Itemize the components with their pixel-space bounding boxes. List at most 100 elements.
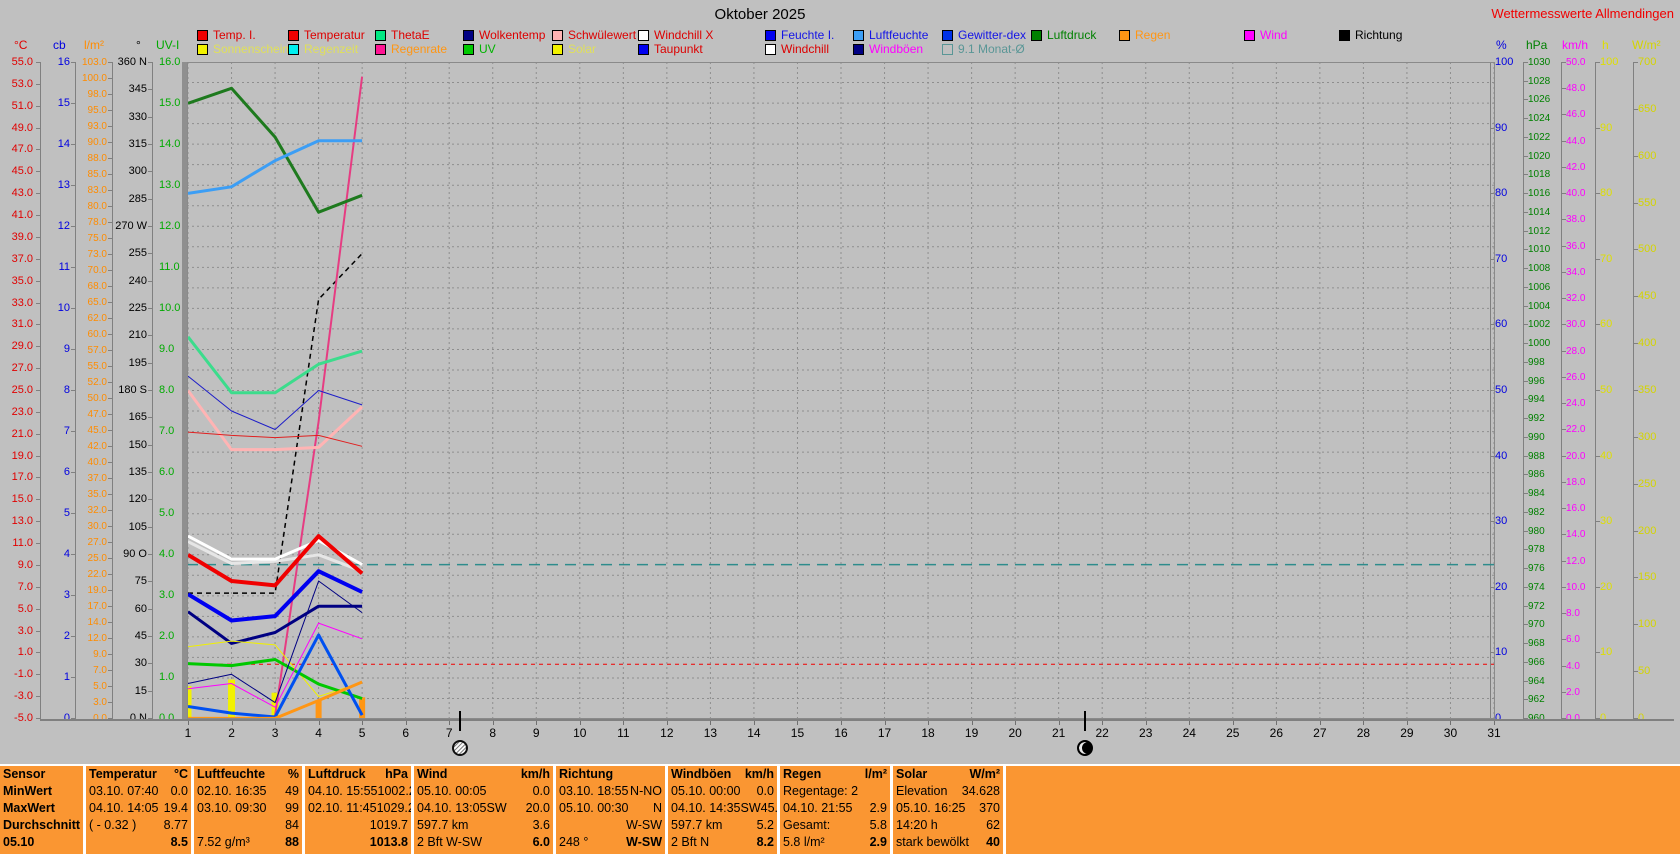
- direction-axis-tick-label: 45: [134, 630, 147, 642]
- temperature-axis-tick-label: 7.0: [17, 580, 33, 593]
- cb-axis-tick: [71, 349, 75, 350]
- row-label: MinWert: [3, 784, 53, 798]
- legend-item-regen[interactable]: Regen: [1119, 28, 1170, 42]
- series-richtung: [188, 253, 363, 594]
- legend-item-uv[interactable]: UV: [463, 42, 496, 56]
- day-tick: [1276, 721, 1278, 725]
- rain-axis-tick: [108, 110, 112, 111]
- day-label: 17: [877, 726, 892, 740]
- cell-value: 1013.8: [369, 835, 408, 849]
- pressure-axis-tick: [1524, 530, 1528, 532]
- series-solar: [187, 640, 363, 697]
- direction-axis-tick: [148, 636, 152, 637]
- day-tick: [1145, 721, 1147, 725]
- temperature-axis-tick: [36, 127, 40, 129]
- uv-axis-tick-label: 13.0: [159, 179, 181, 191]
- legend-item-gewitter-dex[interactable]: Gewitter-dex: [942, 28, 1026, 42]
- legend-item-windchill-x[interactable]: Windchill X: [638, 28, 713, 42]
- day-label: 31: [1487, 726, 1501, 740]
- day-label: 2: [228, 726, 235, 740]
- rain-axis-tick: [108, 430, 112, 431]
- legend-item-windchill[interactable]: Windchill: [765, 42, 829, 56]
- rain-axis-tick-label: 55.0: [87, 361, 107, 372]
- legend-item-thetae[interactable]: ThetaE: [375, 28, 430, 42]
- direction-axis-tick-label: 105: [128, 520, 147, 533]
- wind-axis-tick: [1562, 140, 1566, 142]
- legend-item-temp-i[interactable]: Temp. I.: [197, 28, 256, 42]
- legend-item-windb-en[interactable]: Windböen: [853, 42, 923, 56]
- legend-item-taupunkt[interactable]: Taupunkt: [638, 42, 703, 56]
- day-tick: [1102, 721, 1104, 725]
- rain-axis-tick-label: 35.0: [87, 489, 107, 500]
- day-label: 28: [1356, 726, 1371, 740]
- humidity-axis-tick-label: 30: [1495, 515, 1508, 528]
- wind-axis-tick: [1562, 560, 1566, 562]
- direction-axis-tick: [148, 581, 152, 583]
- rain-axis-tick: [108, 382, 112, 383]
- legend-item-9-1-monat[interactable]: 9.1 Monat-Ø: [942, 42, 1025, 56]
- legend-item-richtung[interactable]: Richtung: [1339, 28, 1402, 42]
- pressure-axis-tick: [1524, 624, 1528, 626]
- rain-axis-tick-label: 5.0: [93, 681, 107, 692]
- day-label: 20: [1008, 726, 1022, 740]
- solar-axis-header: W/m²: [1632, 38, 1661, 52]
- direction-axis-tick: [148, 226, 152, 227]
- legend-item-luftdruck[interactable]: Luftdruck: [1031, 28, 1097, 42]
- rain-axis-tick-label: 19.0: [87, 585, 107, 596]
- temperature-axis-tick-label: 1.0: [17, 646, 33, 659]
- direction-axis-tick: [148, 116, 152, 118]
- humidity-axis-tick-label: 90: [1495, 121, 1508, 134]
- legend-item-wolkentemp[interactable]: Wolkentemp: [463, 28, 545, 42]
- table-col-windb-en: Windböen km/h 05.10. 00:00 0.0 04.10. 14:35S…: [668, 766, 777, 854]
- column-separator: [777, 766, 780, 854]
- wind-axis-tick: [1562, 429, 1566, 431]
- temperature-axis-tick: [36, 608, 40, 610]
- pressure-axis-tick-label: 968: [1528, 638, 1545, 650]
- rain-axis-tick: [108, 318, 112, 319]
- day-label: 23: [1139, 726, 1153, 740]
- humidity-axis-tick: [1491, 127, 1495, 129]
- pressure-axis-tick: [1524, 286, 1528, 288]
- cell-info: 04.10. 15:55: [308, 784, 378, 798]
- legend-item-feuchte-i[interactable]: Feuchte I.: [765, 28, 834, 42]
- direction-axis-tick: [148, 690, 152, 692]
- direction-axis-tick-label: 30: [134, 657, 147, 670]
- wind-axis-tick: [1562, 88, 1566, 90]
- legend-item-solar[interactable]: Solar: [552, 42, 596, 56]
- cell-value: 370: [979, 801, 1000, 815]
- pressure-axis-tick-label: 964: [1528, 675, 1545, 687]
- sunhours-axis-tick-label: 0: [1600, 712, 1607, 724]
- day-label: 6: [402, 726, 409, 740]
- temperature-axis-tick-label: 25.0: [11, 384, 33, 396]
- moon-tick: [1083, 711, 1086, 731]
- legend-item-sonnenschein[interactable]: Sonnenschein: [197, 42, 289, 56]
- legend-item-luftfeuchte[interactable]: Luftfeuchte: [853, 28, 928, 42]
- temperature-axis-tick-label: 15.0: [11, 493, 33, 506]
- table-col-solar: Solar W/m² Elevation 34.628 05.10. 16:25 370 1…: [893, 766, 1003, 854]
- legend-item-wind[interactable]: Wind: [1244, 28, 1287, 42]
- rain-axis-tick: [108, 718, 112, 719]
- day-label: 4: [315, 726, 322, 740]
- legend-item-regenzeit[interactable]: Regenzeit: [288, 42, 358, 56]
- legend-swatch: [1339, 29, 1350, 41]
- rain-axis-tick: [108, 190, 112, 191]
- temperature-axis-tick-label: 29.0: [11, 340, 33, 353]
- direction-axis-tick-label: 315: [128, 138, 147, 150]
- cb-axis-tick-label: 7: [63, 425, 70, 437]
- legend-item-schw-lewert[interactable]: Schwülewert: [552, 28, 636, 42]
- day-label: 15: [790, 726, 805, 740]
- rain-axis-tick-label: 30.0: [87, 521, 107, 532]
- legend-item-temperatur[interactable]: Temperatur: [288, 28, 365, 42]
- legend-item-regenrate[interactable]: Regenrate: [375, 42, 447, 56]
- cb-axis-tick-label: 5: [63, 507, 70, 519]
- series-regenrate: [274, 76, 364, 716]
- legend-label: Luftdruck: [1047, 28, 1097, 42]
- pressure-axis-tick: [1524, 211, 1528, 213]
- temperature-axis-tick-label: 37.0: [11, 252, 33, 265]
- temperature-axis-tick: [36, 477, 40, 479]
- cell-value: 19.4: [163, 801, 188, 815]
- rain-axis-tick: [108, 686, 112, 687]
- temperature-axis-tick-label: 51.0: [11, 99, 33, 112]
- cb-axis-tick: [71, 472, 75, 473]
- day-tick: [579, 721, 581, 725]
